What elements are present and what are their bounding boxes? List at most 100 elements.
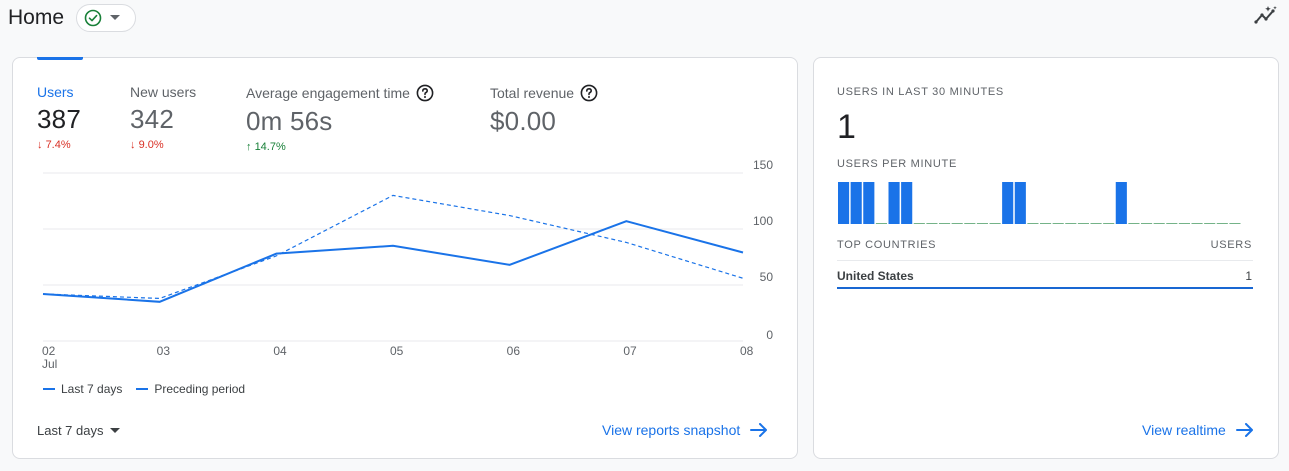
metric-label: New users <box>130 84 196 100</box>
per-minute-bar <box>1166 223 1178 224</box>
insights-icon[interactable] <box>1254 5 1278 25</box>
arrow-down-icon: ↓ <box>37 139 46 151</box>
per-minute-bar <box>1014 182 1026 224</box>
per-minute-bar <box>1178 223 1190 224</box>
series-line-last-7-days <box>42 220 744 303</box>
arrow-up-icon: ↑ <box>246 141 255 153</box>
view-realtime-link[interactable]: View realtime <box>1142 422 1254 438</box>
arrow-right-icon <box>1235 423 1253 437</box>
chart-legend: Last 7 days Preceding period <box>43 382 245 396</box>
date-range-dropdown[interactable]: Last 7 days <box>37 423 120 438</box>
top-countries-label: TOP COUNTRIES <box>837 239 937 251</box>
per-minute-bar <box>1065 223 1077 224</box>
x-tick-label: 03 <box>157 344 171 358</box>
metric-value: 387 <box>37 104 81 134</box>
arrow-right-icon <box>750 423 768 437</box>
page-title: Home <box>8 6 65 29</box>
metric-change: ↑ 14.7% <box>246 141 434 153</box>
legend-item-last-7-days: Last 7 days <box>43 382 122 396</box>
help-icon[interactable] <box>416 84 434 102</box>
view-reports-snapshot-link[interactable]: View reports snapshot <box>602 422 768 438</box>
legend-solid-swatch <box>43 388 55 390</box>
metric-label-text: New users <box>130 84 197 100</box>
realtime-users-label: USERS IN LAST 30 MINUTES <box>837 86 1004 98</box>
metric-label-text: Users <box>37 84 74 100</box>
view-reports-snapshot-label: View reports snapshot <box>602 422 741 438</box>
per-minute-bar <box>1191 223 1203 224</box>
users-per-minute-label: USERS PER MINUTE <box>837 158 957 170</box>
metric-users[interactable]: Users 387 ↓ 7.4% <box>37 84 81 151</box>
users-line-chart: 150 100 50 0 02 03 04 05 06 07 08 Jul <box>42 158 774 371</box>
per-minute-bar <box>1077 223 1089 224</box>
metric-average-engagement-time[interactable]: Average engagement time 0m 56s ↑ 14.7% <box>246 84 434 153</box>
overview-card: Users 387 ↓ 7.4% New users 342 ↓ 9.0% Average … <box>12 57 798 459</box>
per-minute-bar <box>913 223 925 224</box>
per-minute-bar <box>901 182 913 224</box>
metric-change-value: 9.0% <box>138 139 164 151</box>
x-tick-label: 07 <box>623 344 637 358</box>
users-per-minute-chart <box>838 182 1241 224</box>
y-tick-label: 0 <box>766 328 773 342</box>
per-minute-bar <box>838 182 850 224</box>
x-tick-label: 05 <box>390 344 404 358</box>
y-tick-label: 100 <box>753 214 773 228</box>
per-minute-bar <box>1204 223 1216 224</box>
per-minute-bar <box>875 223 887 224</box>
country-name: United States <box>837 269 914 283</box>
per-minute-bar <box>1216 223 1228 224</box>
data-status-dropdown[interactable] <box>76 4 136 32</box>
country-users: 1 <box>1245 269 1252 283</box>
metric-change: ↓ 7.4% <box>37 139 81 151</box>
date-range-label: Last 7 days <box>37 423 104 438</box>
realtime-card: USERS IN LAST 30 MINUTES 1 USERS PER MIN… <box>813 57 1279 459</box>
per-minute-bar <box>1052 223 1064 224</box>
y-tick-label: 50 <box>760 270 774 284</box>
x-tick-label: 04 <box>273 344 287 358</box>
arrow-down-icon: ↓ <box>130 139 139 151</box>
country-users-bar <box>837 287 1253 289</box>
per-minute-bar <box>976 223 988 224</box>
metric-label: Users <box>37 84 81 100</box>
metric-label: Average engagement time <box>246 84 434 102</box>
metric-value: $0.00 <box>490 106 557 136</box>
metric-label-text: Total revenue <box>490 85 575 101</box>
x-tick-sublabel: Jul <box>42 357 57 371</box>
metric-value: 342 <box>130 104 174 134</box>
check-circle-icon <box>84 9 102 27</box>
metric-total-revenue[interactable]: Total revenue $0.00 <box>490 84 598 137</box>
per-minute-bar <box>989 223 1001 224</box>
per-minute-bar <box>1027 223 1039 224</box>
metric-label: Total revenue <box>490 84 598 102</box>
per-minute-bar <box>951 223 963 224</box>
realtime-users-value: 1 <box>837 108 856 146</box>
per-minute-bar <box>863 182 875 224</box>
series-line-preceding-period <box>42 194 744 300</box>
x-tick-label: 06 <box>507 344 521 358</box>
per-minute-bar <box>1040 223 1052 224</box>
per-minute-bar <box>850 182 862 224</box>
metric-value: 0m 56s <box>246 106 333 136</box>
x-tick-label: 02 <box>42 344 56 358</box>
per-minute-bar <box>1128 223 1140 224</box>
legend-dashed-swatch <box>136 388 149 390</box>
per-minute-bar <box>1115 182 1127 224</box>
metric-change-value: 7.4% <box>45 139 71 151</box>
help-icon[interactable] <box>580 84 598 102</box>
per-minute-bar <box>1229 223 1241 224</box>
caret-down-icon <box>109 427 120 433</box>
per-minute-bar <box>939 223 951 224</box>
metric-label-text: Average engagement time <box>246 85 410 101</box>
per-minute-bar <box>926 223 938 224</box>
x-tick-label: 08 <box>740 344 754 358</box>
per-minute-bar <box>1153 223 1165 224</box>
metric-new-users[interactable]: New users 342 ↓ 9.0% <box>130 84 196 151</box>
y-tick-label: 150 <box>753 158 773 172</box>
per-minute-bar <box>1002 182 1014 224</box>
legend-item-preceding-period: Preceding period <box>136 382 245 396</box>
view-realtime-label: View realtime <box>1142 422 1226 438</box>
per-minute-bar <box>964 223 976 224</box>
caret-down-icon <box>110 15 120 20</box>
legend-label: Last 7 days <box>61 382 123 396</box>
per-minute-bar <box>1141 223 1153 224</box>
active-tab-indicator <box>37 57 83 60</box>
